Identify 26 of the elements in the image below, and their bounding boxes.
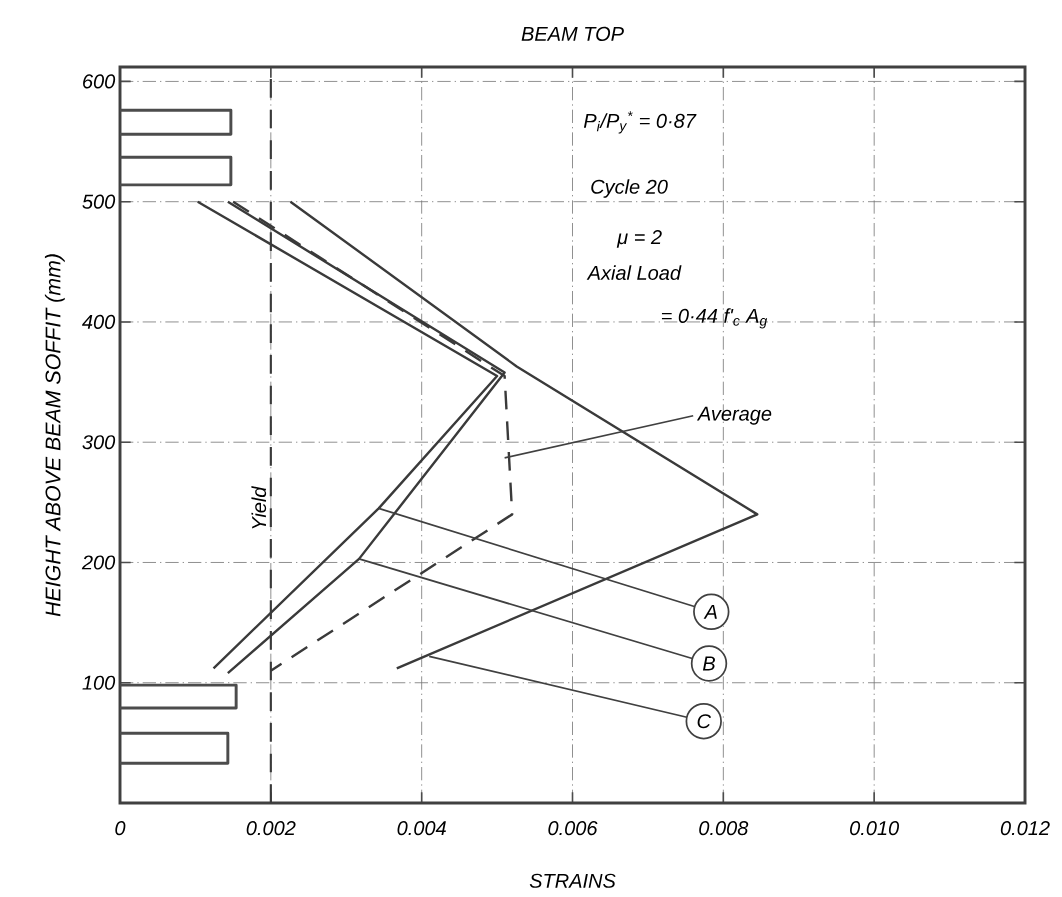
y-tick-label: 500 bbox=[82, 194, 116, 209]
chart-title: BEAM TOP bbox=[521, 26, 624, 41]
y-axis-title: HEIGHT ABOVE BEAM SOFFIT (mm) bbox=[44, 254, 65, 617]
annotation: C bbox=[697, 714, 712, 729]
annotation: P$_{i}$/P$_{y}$$^{*}$ = 0·87 bbox=[583, 111, 697, 134]
ref-line-label: Yield bbox=[251, 486, 267, 529]
annotation: Average bbox=[696, 406, 772, 425]
x-tick-label: 0.004 bbox=[397, 821, 446, 836]
annotation: μ = 2 bbox=[616, 230, 662, 248]
y-tick-label: 200 bbox=[81, 555, 116, 570]
x-tick-label: 0.010 bbox=[850, 821, 900, 836]
x-axis-title: STRAINS bbox=[529, 873, 616, 888]
y-tick-label: 400 bbox=[82, 314, 116, 330]
x-tick-label: 0 bbox=[115, 821, 126, 836]
annotation: Cycle 20 bbox=[591, 179, 668, 198]
annotation: B bbox=[702, 656, 715, 671]
x-tick-label: 0.008 bbox=[699, 821, 749, 836]
x-tick-label: 0.002 bbox=[246, 821, 296, 836]
x-tick-label: 0.006 bbox=[548, 821, 598, 836]
x-tick-label: 0.012 bbox=[1000, 821, 1050, 836]
y-tick-label: 300 bbox=[82, 435, 116, 450]
y-tick-label: 600 bbox=[83, 74, 116, 89]
y-tick-label: 100 bbox=[82, 675, 116, 690]
annotation: A bbox=[703, 604, 717, 619]
annotation: Axial Load bbox=[586, 265, 682, 280]
annotation: = 0·44 f'$_{c}$ A$_{g}$ bbox=[661, 308, 768, 329]
